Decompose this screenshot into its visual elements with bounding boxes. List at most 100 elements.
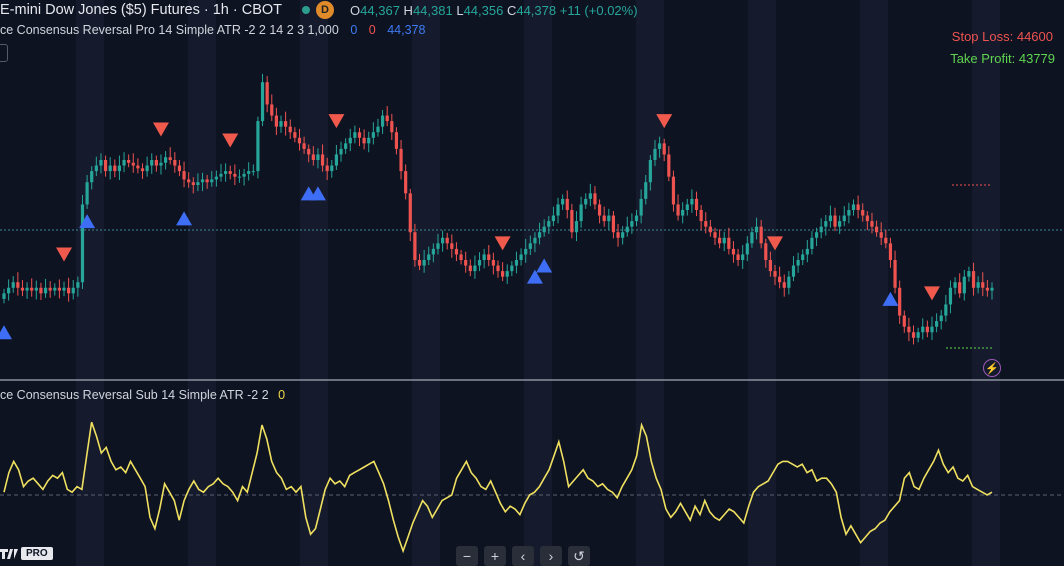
candle-body: [570, 210, 574, 233]
candle: [584, 193, 588, 209]
candle: [127, 154, 131, 168]
candle-body: [53, 287, 57, 291]
low-label: L: [456, 2, 464, 18]
candle: [819, 218, 823, 239]
chart-header: E-mini Dow Jones ($5) Futures · 1h · CBO…: [0, 0, 638, 20]
candle-body: [561, 198, 565, 205]
candle: [57, 279, 62, 299]
candle-body: [173, 160, 177, 166]
reset-view-button[interactable]: ↺: [568, 546, 590, 566]
candle-body: [159, 162, 163, 166]
scroll-forward-button[interactable]: ›: [540, 546, 562, 566]
candle-body: [214, 176, 218, 180]
candle: [948, 280, 953, 314]
candle: [731, 241, 736, 263]
candle: [242, 168, 246, 186]
candle: [394, 127, 399, 155]
candle-body: [103, 160, 108, 172]
candle: [722, 231, 726, 252]
candle-body: [279, 121, 283, 127]
candle: [537, 222, 542, 245]
main-indicator-legend[interactable]: ce Consensus Reversal Pro 14 Simple ATR …: [0, 23, 425, 37]
candle: [399, 140, 403, 180]
candle: [976, 276, 980, 294]
candle-body: [376, 126, 380, 133]
buy-signal-marker: [526, 269, 543, 284]
brand-logo[interactable]: PRO: [0, 546, 53, 560]
candle-body: [833, 215, 837, 227]
sell-signal-marker: [222, 133, 239, 148]
candle: [556, 197, 560, 224]
collapse-toggle[interactable]: [0, 44, 8, 62]
candle: [256, 116, 260, 179]
candle-body: [228, 171, 232, 174]
candle-body: [750, 232, 754, 244]
candle-body: [584, 198, 588, 205]
candle: [985, 280, 989, 297]
candle: [71, 280, 75, 300]
candle: [297, 128, 302, 151]
candle-body: [71, 287, 75, 294]
candle-body: [145, 165, 149, 172]
scroll-back-button[interactable]: ‹: [512, 546, 534, 566]
candle-body: [953, 282, 957, 288]
main-indicator-value-3: 44,378: [387, 23, 426, 37]
candle: [182, 161, 186, 188]
candle-body: [233, 173, 237, 177]
candle-body: [16, 282, 20, 288]
candle: [214, 170, 218, 187]
candle: [11, 276, 15, 293]
candle-body: [810, 237, 814, 249]
sub-indicator-legend[interactable]: ce Consensus Reversal Sub 14 Simple ATR …: [0, 388, 285, 402]
candle: [210, 171, 214, 187]
candle-body: [574, 221, 579, 233]
candle: [981, 272, 985, 297]
candle: [856, 195, 860, 219]
candle: [768, 251, 772, 277]
candle: [7, 279, 11, 301]
ohlc-readout: O44,367 H44,381 L44,356 C44,378 +11 (+0.…: [350, 3, 638, 18]
zoom-out-button[interactable]: −: [456, 546, 478, 566]
candle-body: [611, 215, 616, 233]
candle: [787, 271, 791, 295]
candle: [122, 152, 126, 173]
candle: [464, 251, 468, 273]
candle: [413, 223, 417, 267]
candle: [357, 127, 362, 147]
candle: [736, 248, 740, 267]
candle-body: [948, 287, 953, 305]
lightning-icon[interactable]: ⚡: [983, 359, 1001, 377]
candle: [690, 189, 694, 213]
candle-body: [242, 173, 246, 177]
stop-loss-label: Stop Loss: 44600: [951, 29, 1053, 44]
candle: [634, 210, 639, 227]
symbol-title[interactable]: E-mini Dow Jones ($5) Futures · 1h · CBO…: [0, 2, 283, 18]
candle: [814, 227, 819, 247]
candle-body: [399, 148, 403, 172]
candle-body: [237, 176, 242, 178]
candle: [459, 250, 463, 265]
zoom-in-button[interactable]: +: [484, 546, 506, 566]
candle-body: [681, 210, 685, 216]
candle: [967, 266, 971, 282]
candle-body: [339, 148, 343, 155]
candle-body: [473, 265, 477, 272]
candle-body: [861, 210, 865, 216]
candle: [699, 205, 703, 230]
candle-body: [699, 210, 703, 222]
data-badge[interactable]: D: [316, 1, 335, 19]
candle: [718, 229, 722, 249]
candle-body: [828, 215, 833, 222]
candle-body: [390, 121, 394, 133]
candle: [362, 129, 366, 150]
candle-body: [773, 271, 777, 277]
candle-body: [888, 243, 893, 260]
candle-body: [556, 204, 560, 216]
candle: [870, 212, 874, 234]
candle-body: [778, 276, 782, 283]
candle-body: [741, 254, 745, 260]
candle-body: [934, 321, 939, 327]
candle: [708, 220, 712, 237]
candle-body: [182, 171, 186, 180]
